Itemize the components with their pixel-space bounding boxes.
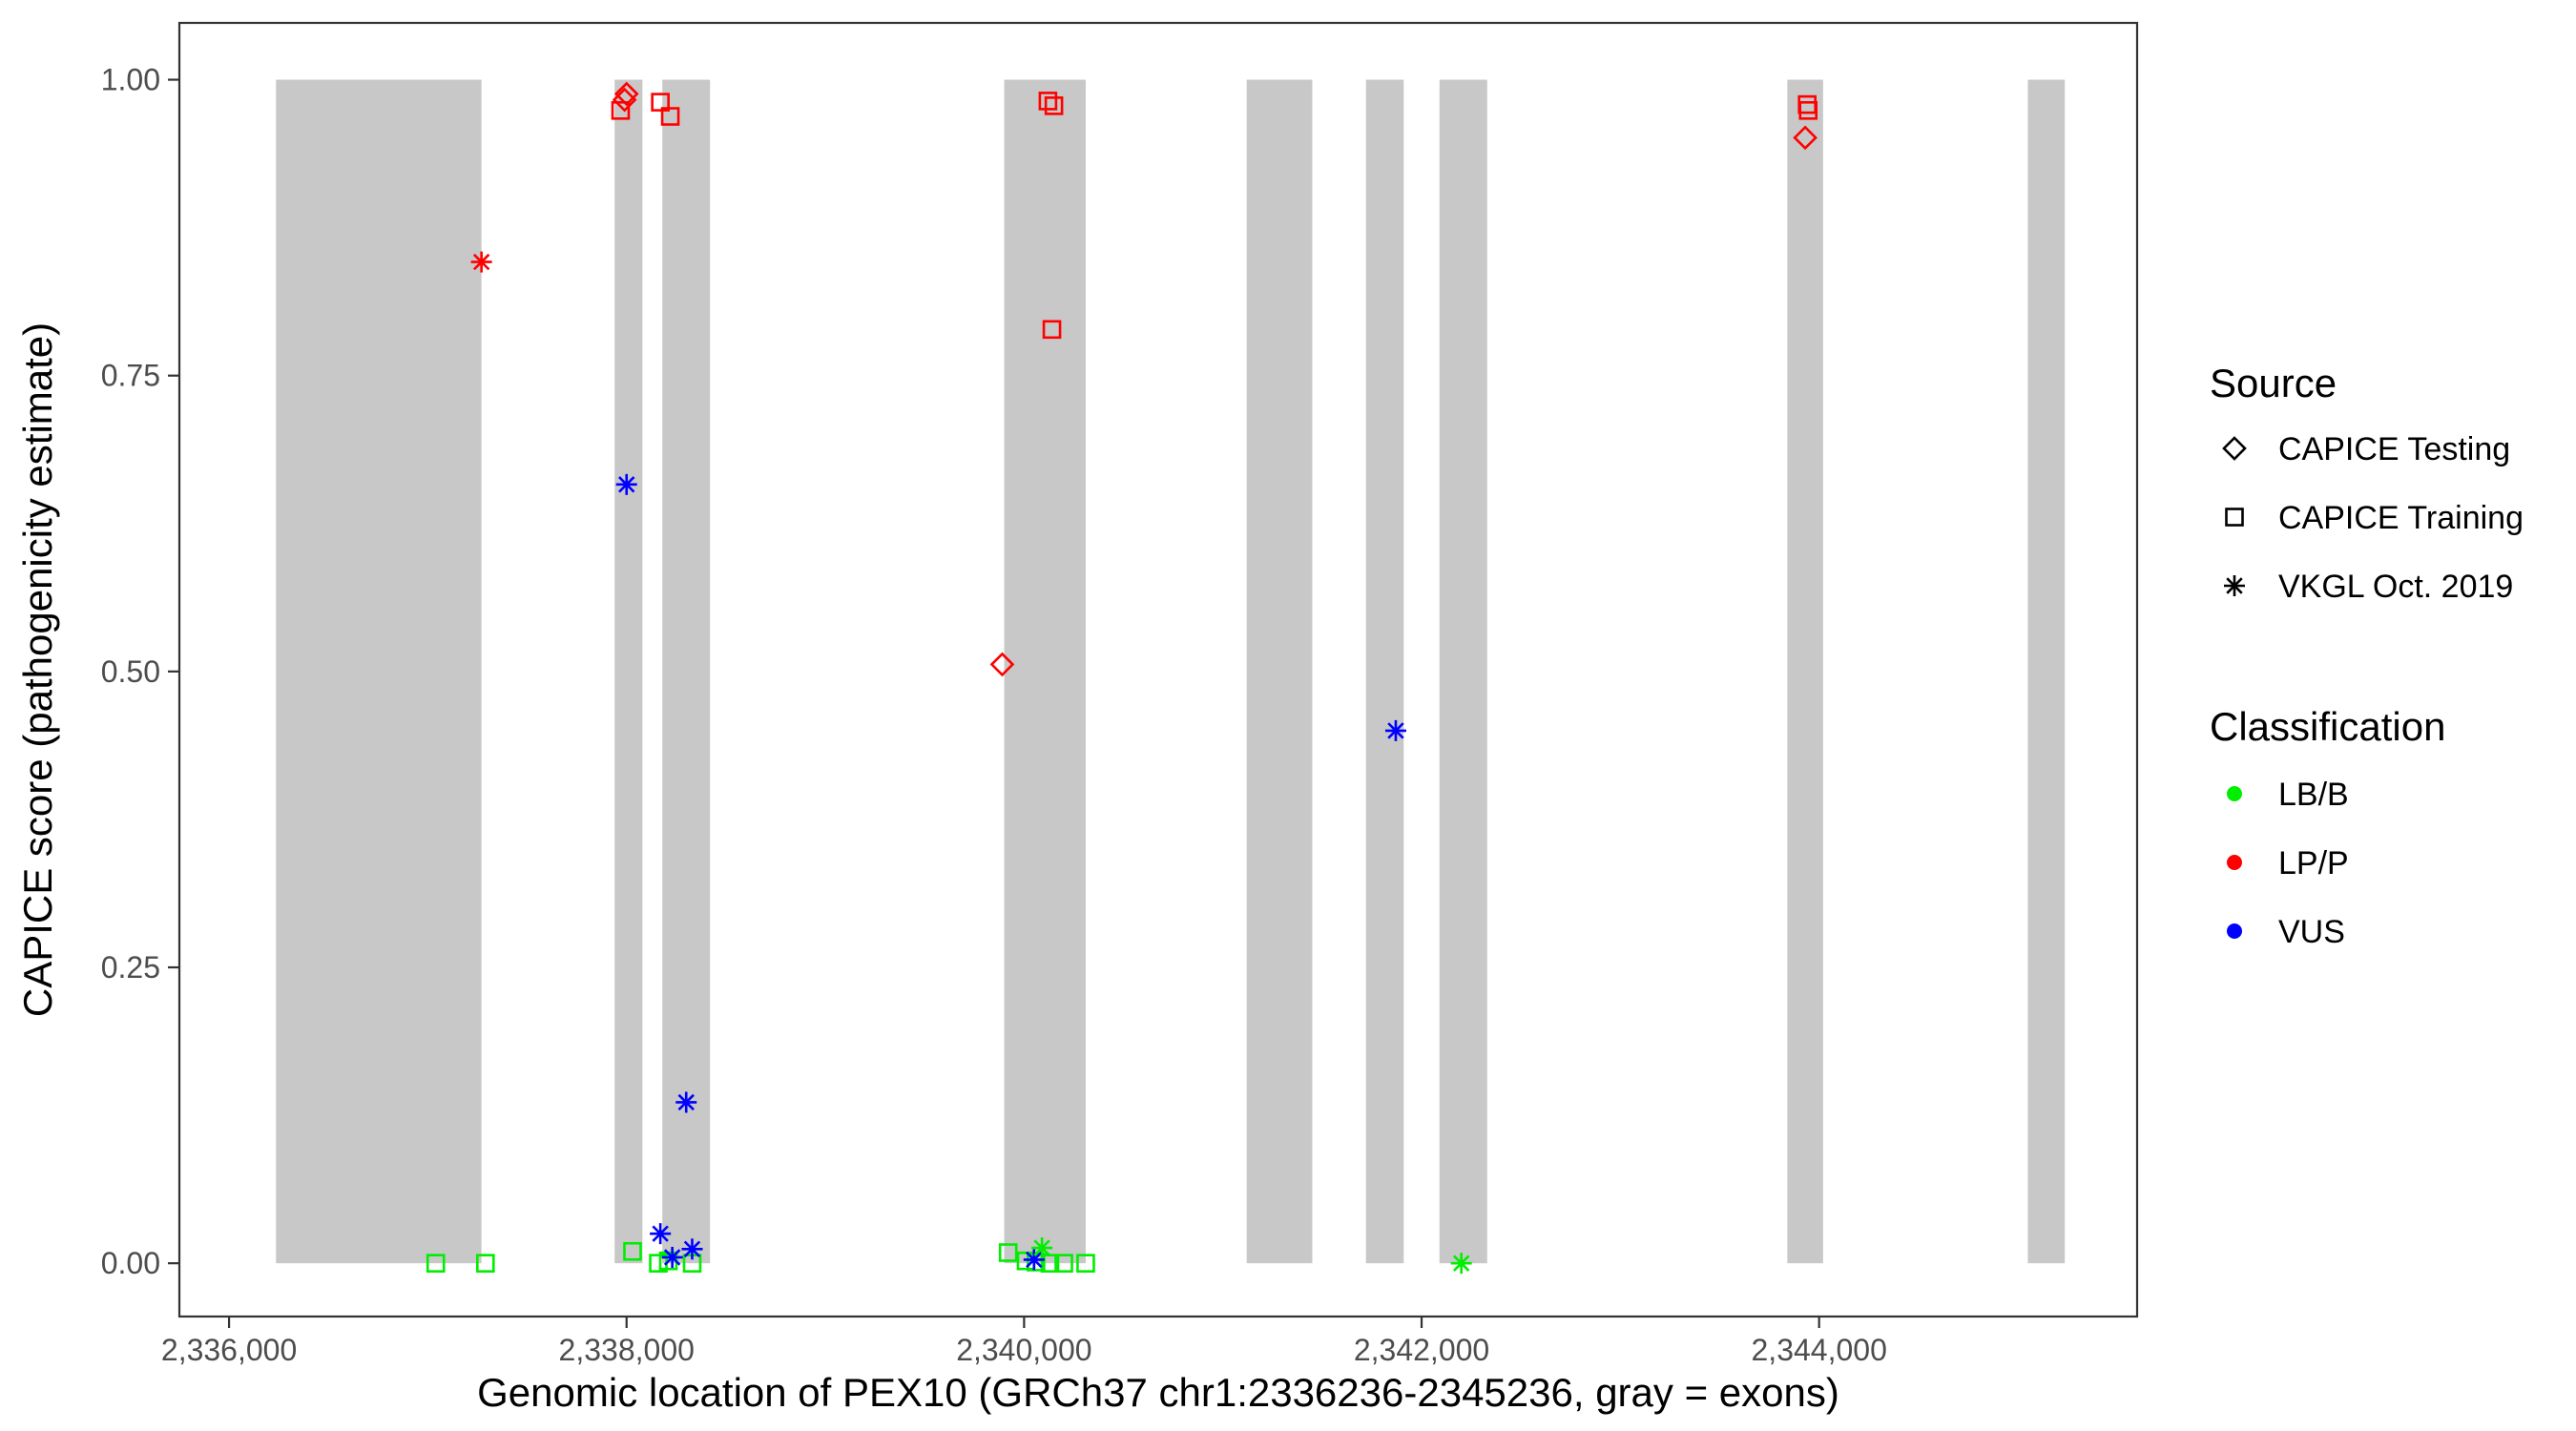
data-point [1040, 1254, 1060, 1273]
exon-band-7 [1439, 79, 1487, 1264]
x-tick-label: 2,338,000 [559, 1333, 695, 1367]
legend-title: Source [2210, 361, 2337, 405]
x-axis: 2,336,000 2,338,000 2,340,000 2,342,000 2,34… [161, 1317, 1887, 1367]
data-point [650, 1223, 672, 1245]
data-point [660, 107, 680, 126]
legend-entry-label: CAPICE Testing [2278, 431, 2510, 467]
legend-key-dot [2227, 923, 2242, 939]
data-point [1038, 92, 1058, 111]
legend-key-asterisk [2224, 575, 2245, 596]
y-tick-label: 0.75 [101, 359, 160, 393]
data-point [611, 101, 631, 120]
legend-key-diamond [2222, 436, 2247, 461]
y-tick-label: 1.00 [101, 63, 160, 97]
data-point [651, 93, 670, 112]
y-axis: 0.00 0.25 0.50 0.75 1.00 [101, 63, 179, 1280]
exon-band-9 [2027, 79, 2066, 1264]
x-tick-label: 2,336,000 [161, 1333, 297, 1367]
data-point [1023, 1249, 1045, 1271]
data-point [1076, 1254, 1095, 1273]
data-point [1031, 1237, 1053, 1259]
data-point [623, 1241, 642, 1261]
data-point [476, 1254, 495, 1273]
y-tick-label: 0.25 [101, 950, 160, 985]
y-tick-label: 0.00 [101, 1246, 160, 1280]
data-point [470, 251, 492, 273]
exon-band-2 [614, 79, 643, 1264]
legend-key-dot [2227, 855, 2242, 870]
data-point [998, 1243, 1018, 1262]
legend-key-square [2225, 508, 2244, 527]
exon-band-8 [1787, 79, 1823, 1264]
y-axis-title: CAPICE score (pathogenicity estimate) [15, 322, 60, 1017]
data-point [426, 1254, 446, 1273]
exon-bands [276, 79, 2066, 1264]
legend-entry-label: VKGL Oct. 2019 [2278, 569, 2513, 605]
data-point [675, 1091, 697, 1113]
legend-key-dot [2227, 786, 2242, 801]
data-point [681, 1238, 703, 1260]
data-points [426, 81, 1818, 1275]
legend-entry-label: VUS [2278, 914, 2345, 950]
legend-entry-label: LB/B [2278, 777, 2349, 813]
data-point [1044, 96, 1064, 115]
y-tick-label: 0.50 [101, 654, 160, 689]
panel-border [177, 21, 2139, 1318]
x-tick-label: 2,344,000 [1752, 1333, 1887, 1367]
x-axis-title: Genomic location of PEX10 (GRCh37 chr1:2… [477, 1370, 1839, 1415]
data-point [1042, 320, 1062, 340]
legend: Source CAPICE Testing CAPICE Training VKGL … [2210, 361, 2524, 950]
data-point [661, 1246, 683, 1268]
data-point [1798, 101, 1818, 120]
legend-title: Classification [2210, 704, 2445, 749]
exon-band-4 [1004, 79, 1086, 1264]
data-point [1384, 719, 1406, 741]
data-point [1793, 125, 1818, 151]
data-point [1054, 1254, 1073, 1273]
exon-band-6 [1365, 79, 1404, 1264]
data-point [613, 81, 639, 107]
data-point [615, 473, 637, 495]
exon-band-5 [1246, 79, 1313, 1264]
data-point [1450, 1253, 1472, 1275]
x-tick-label: 2,340,000 [956, 1333, 1091, 1367]
exon-band-3 [662, 79, 711, 1264]
exon-band-1 [276, 79, 482, 1264]
data-point [612, 87, 637, 113]
data-point [989, 652, 1015, 677]
legend-entry-label: LP/P [2278, 845, 2349, 881]
x-tick-label: 2,342,000 [1354, 1333, 1489, 1367]
legend-entry-label: CAPICE Training [2278, 500, 2524, 536]
